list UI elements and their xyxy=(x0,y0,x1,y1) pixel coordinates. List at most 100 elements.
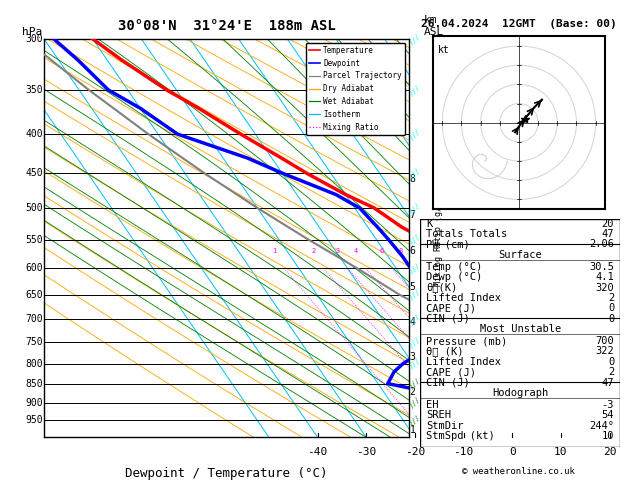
Text: -3: -3 xyxy=(602,400,614,410)
Text: 3: 3 xyxy=(409,352,416,362)
Text: 8: 8 xyxy=(409,174,416,184)
Text: Lifted Index: Lifted Index xyxy=(426,357,501,367)
Text: hPa: hPa xyxy=(22,27,42,37)
Text: ///: /// xyxy=(409,261,422,275)
Text: 650: 650 xyxy=(26,290,43,300)
Text: 550: 550 xyxy=(26,235,43,244)
Text: CAPE (J): CAPE (J) xyxy=(426,303,476,313)
Text: 322: 322 xyxy=(596,347,614,356)
Text: 2: 2 xyxy=(608,293,614,303)
Text: 950: 950 xyxy=(26,416,43,425)
Text: 0: 0 xyxy=(608,357,614,367)
Text: -40: -40 xyxy=(308,447,328,457)
Text: ///: /// xyxy=(409,167,422,180)
Text: 4: 4 xyxy=(409,317,416,327)
Text: 320: 320 xyxy=(596,282,614,293)
Text: -30: -30 xyxy=(356,447,376,457)
Text: Most Unstable: Most Unstable xyxy=(479,324,561,334)
Text: ///: /// xyxy=(409,288,422,301)
Text: Surface: Surface xyxy=(498,250,542,260)
Text: ///: /// xyxy=(409,127,422,141)
Text: 1: 1 xyxy=(409,425,416,434)
Text: 2.06: 2.06 xyxy=(589,240,614,249)
Text: StmSpd (kt): StmSpd (kt) xyxy=(426,431,495,441)
Text: 750: 750 xyxy=(26,337,43,347)
Text: -10: -10 xyxy=(454,447,474,457)
Text: StmDir: StmDir xyxy=(426,421,464,431)
Text: ///: /// xyxy=(409,32,422,46)
Text: 10: 10 xyxy=(412,248,421,254)
Text: 10: 10 xyxy=(602,431,614,441)
Text: 244°: 244° xyxy=(589,421,614,431)
Text: 20: 20 xyxy=(602,219,614,229)
Text: K: K xyxy=(426,219,432,229)
Text: Mixing Ratio (g/kg): Mixing Ratio (g/kg) xyxy=(435,191,443,286)
Text: Dewp (°C): Dewp (°C) xyxy=(426,272,482,282)
Text: 800: 800 xyxy=(26,359,43,368)
Text: 30°08'N  31°24'E  188m ASL: 30°08'N 31°24'E 188m ASL xyxy=(118,19,335,34)
Text: 700: 700 xyxy=(596,336,614,346)
Text: ///: /// xyxy=(409,396,422,409)
Text: kt: kt xyxy=(438,45,450,55)
Text: 2: 2 xyxy=(608,367,614,377)
Text: 15: 15 xyxy=(441,248,449,254)
Text: 500: 500 xyxy=(26,203,43,213)
Text: θᴇ (K): θᴇ (K) xyxy=(426,347,464,356)
Text: CIN (J): CIN (J) xyxy=(426,313,470,324)
Text: ///: /// xyxy=(409,233,422,246)
Text: PW (cm): PW (cm) xyxy=(426,240,470,249)
Text: 26.04.2024  12GMT  (Base: 00): 26.04.2024 12GMT (Base: 00) xyxy=(421,19,617,30)
Text: 0: 0 xyxy=(608,303,614,313)
Text: 350: 350 xyxy=(26,85,43,95)
Text: 20: 20 xyxy=(603,447,616,457)
Text: © weatheronline.co.uk: © weatheronline.co.uk xyxy=(462,467,576,476)
Text: 400: 400 xyxy=(26,129,43,139)
Text: SREH: SREH xyxy=(426,410,451,420)
Text: 10: 10 xyxy=(554,447,567,457)
Text: 6: 6 xyxy=(380,248,384,254)
Text: 2: 2 xyxy=(311,248,316,254)
Text: 47: 47 xyxy=(602,229,614,239)
Text: Temp (°C): Temp (°C) xyxy=(426,262,482,272)
Text: 1: 1 xyxy=(272,248,277,254)
Text: Hodograph: Hodograph xyxy=(492,388,548,398)
Text: ///: /// xyxy=(409,335,422,349)
Text: 3: 3 xyxy=(336,248,340,254)
Text: 900: 900 xyxy=(26,398,43,408)
Text: ///: /// xyxy=(409,414,422,427)
Text: Totals Totals: Totals Totals xyxy=(426,229,508,239)
Text: Pressure (mb): Pressure (mb) xyxy=(426,336,508,346)
Text: 600: 600 xyxy=(26,263,43,273)
Text: ///: /// xyxy=(409,377,422,390)
Text: km
ASL: km ASL xyxy=(423,15,443,37)
Text: ///: /// xyxy=(409,357,422,370)
Text: 4: 4 xyxy=(353,248,358,254)
Text: EH: EH xyxy=(426,400,438,410)
Text: 700: 700 xyxy=(26,314,43,324)
Text: 5: 5 xyxy=(409,281,416,292)
Text: Lifted Index: Lifted Index xyxy=(426,293,501,303)
Text: 6: 6 xyxy=(409,246,416,256)
Text: 7: 7 xyxy=(409,210,416,220)
Legend: Temperature, Dewpoint, Parcel Trajectory, Dry Adiabat, Wet Adiabat, Isotherm, Mi: Temperature, Dewpoint, Parcel Trajectory… xyxy=(306,43,405,135)
Text: 4.1: 4.1 xyxy=(596,272,614,282)
Text: 850: 850 xyxy=(26,379,43,389)
Text: 30.5: 30.5 xyxy=(589,262,614,272)
Text: 47: 47 xyxy=(602,378,614,387)
Text: 25: 25 xyxy=(478,248,487,254)
Text: 8: 8 xyxy=(399,248,403,254)
Text: ///: /// xyxy=(409,83,422,97)
Text: 2: 2 xyxy=(409,387,416,398)
Text: 0: 0 xyxy=(509,447,516,457)
Text: Dewpoint / Temperature (°C): Dewpoint / Temperature (°C) xyxy=(125,468,328,480)
Text: CIN (J): CIN (J) xyxy=(426,378,470,387)
Text: 54: 54 xyxy=(602,410,614,420)
Text: 450: 450 xyxy=(26,168,43,178)
Text: 0: 0 xyxy=(608,313,614,324)
Text: ///: /// xyxy=(409,312,422,326)
Text: 300: 300 xyxy=(26,34,43,44)
Text: -20: -20 xyxy=(405,447,425,457)
Text: ///: /// xyxy=(409,201,422,215)
Text: 20: 20 xyxy=(462,248,470,254)
Text: θᴇ(K): θᴇ(K) xyxy=(426,282,457,293)
